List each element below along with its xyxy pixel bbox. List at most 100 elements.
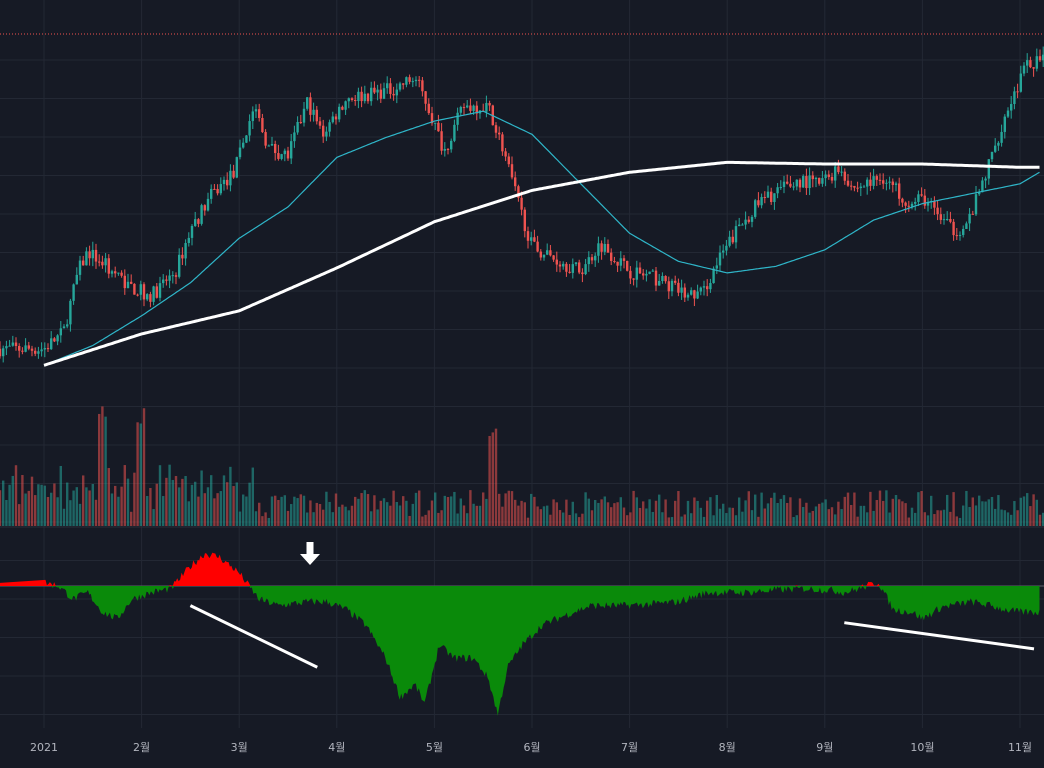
candle: [424, 91, 427, 104]
volume-bar: [834, 514, 837, 526]
volume-bar: [488, 435, 491, 526]
volume-bar: [680, 516, 683, 526]
candle: [270, 144, 274, 146]
candle: [766, 191, 770, 198]
candle: [341, 106, 344, 110]
volume-bar: [933, 514, 936, 526]
candle: [552, 255, 555, 260]
moving-averages: [43, 110, 1040, 367]
candle: [1016, 91, 1019, 93]
candle: [398, 83, 402, 90]
volume-bar: [213, 498, 216, 526]
candle: [226, 179, 229, 186]
candle: [254, 109, 258, 112]
volume-bar: [843, 496, 846, 526]
candle: [213, 188, 216, 190]
volume-bar: [824, 499, 827, 526]
volume-bar: [197, 496, 200, 526]
candle: [798, 179, 802, 188]
volume-bar: [334, 493, 338, 526]
candle: [1032, 67, 1035, 69]
candle: [795, 179, 798, 187]
volume-bar: [1038, 514, 1042, 526]
volume-bar: [491, 432, 494, 526]
volume-bar: [376, 509, 379, 526]
volume-bar: [91, 483, 94, 526]
volume-bar: [158, 465, 162, 526]
candle: [936, 207, 939, 215]
candle: [69, 300, 72, 325]
candle: [261, 117, 264, 133]
candle: [859, 186, 862, 189]
volume-bar: [286, 510, 290, 526]
candle: [939, 214, 942, 220]
volume-bar: [5, 499, 8, 526]
volume-bar: [642, 501, 645, 526]
candle: [248, 121, 251, 136]
candle: [923, 195, 926, 206]
volume-bar: [322, 509, 325, 526]
candle: [942, 219, 946, 221]
volume-bar: [66, 482, 69, 526]
candle: [178, 254, 181, 277]
candle: [754, 200, 757, 217]
volume-bar: [610, 507, 613, 526]
candle: [43, 348, 46, 350]
candle: [782, 181, 786, 188]
volume-bar: [69, 500, 72, 526]
volume-bar: [370, 511, 373, 526]
candle: [235, 157, 238, 178]
volume-bar: [923, 512, 926, 526]
candle: [507, 156, 510, 165]
candle: [498, 132, 501, 135]
candle: [824, 174, 827, 179]
volume-bar: [421, 516, 424, 526]
candle: [216, 188, 219, 194]
volume-bar: [107, 468, 110, 526]
volume-bar: [603, 496, 606, 526]
candle: [440, 131, 443, 151]
time-axis-label: 3월: [231, 741, 248, 754]
candle: [517, 186, 520, 198]
volume-bar: [568, 514, 571, 526]
volume-bar: [984, 501, 987, 526]
candle: [987, 159, 990, 179]
volume-bar: [373, 495, 376, 526]
volume-bar: [862, 505, 866, 526]
candle: [638, 267, 642, 274]
candle: [664, 275, 667, 282]
candle: [645, 273, 648, 276]
candle: [459, 107, 462, 113]
volume-bar: [165, 477, 168, 526]
candle: [91, 249, 94, 259]
candle: [856, 187, 859, 189]
volume-bar: [434, 492, 437, 526]
candle: [331, 116, 334, 123]
volume-bar: [597, 502, 600, 526]
candle: [37, 351, 40, 354]
volume-bar: [789, 497, 792, 526]
volume-bar: [357, 498, 360, 526]
candle: [190, 225, 194, 238]
candle: [296, 121, 299, 133]
candle: [850, 185, 853, 187]
candle: [946, 218, 949, 220]
volume-bar: [328, 501, 331, 526]
oscillator-panel: [0, 552, 1044, 716]
volume-bar: [274, 495, 277, 526]
candle: [549, 250, 552, 256]
candle: [165, 279, 168, 281]
volume-bar: [981, 501, 984, 526]
volume-bar: [88, 490, 91, 526]
volume-bar: [456, 513, 459, 526]
candle: [571, 264, 574, 273]
volume-bar: [46, 497, 50, 526]
volume-bar: [219, 491, 222, 526]
volume-bar: [238, 511, 242, 526]
candle: [472, 105, 475, 111]
volume-bar: [472, 503, 475, 526]
volume-bar: [347, 510, 350, 526]
candle: [837, 166, 840, 173]
volume-bar: [75, 487, 78, 526]
volume-bar: [293, 496, 296, 526]
